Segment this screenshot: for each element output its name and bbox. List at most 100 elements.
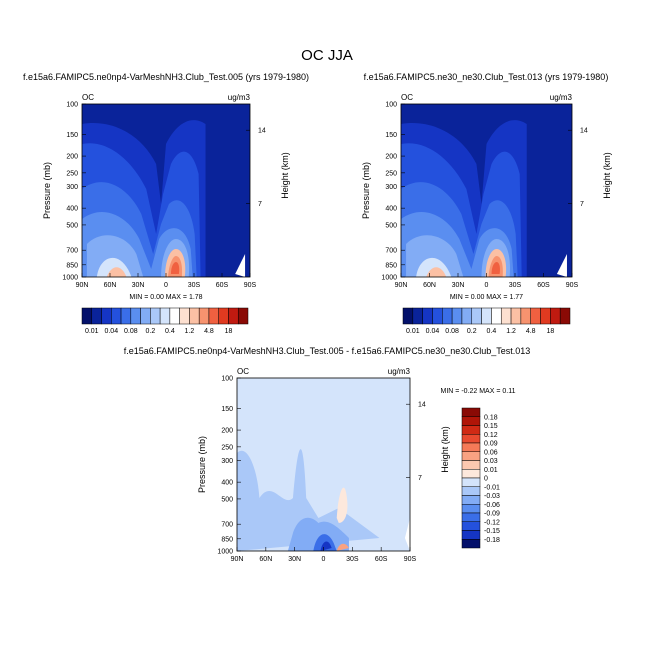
y-tick-label: 700 <box>66 248 78 255</box>
colorbar-label: 0 <box>484 476 488 483</box>
colorbar-label: 1.2 <box>185 328 195 335</box>
colorbar-label: 0.01 <box>85 328 99 335</box>
colorbar-box <box>432 307 443 325</box>
contour-field <box>401 104 572 277</box>
x-tick-label: 90S <box>566 282 579 289</box>
y-axis-label: Pressure (mb) <box>361 162 371 219</box>
colorbar-box <box>461 425 481 435</box>
colorbar-label: 18 <box>225 328 233 335</box>
right-label: ug/m3 <box>228 93 251 102</box>
panel-title: f.e15a6.FAMIPC5.ne30_ne30.Club_Test.013 … <box>364 72 609 82</box>
stats: MIN = 0.00 MAX = 1.78 <box>129 294 202 301</box>
left-label: OC <box>237 367 249 376</box>
y-tick-label: 250 <box>66 170 78 177</box>
colorbar-label: 0.4 <box>487 328 497 335</box>
y-tick-label: 300 <box>221 458 233 465</box>
colorbar-label: 4.8 <box>204 328 214 335</box>
colorbar-label: 0.08 <box>124 328 138 335</box>
colorbar-box <box>120 307 132 325</box>
colorbar-box <box>461 407 481 417</box>
colorbar-label: -0.15 <box>484 528 500 535</box>
colorbar-label: 4.8 <box>526 328 536 335</box>
colorbar-box <box>198 307 210 325</box>
colorbar-box <box>461 434 481 444</box>
y-tick-label: 1000 <box>381 275 397 282</box>
colorbar-box <box>461 504 481 514</box>
colorbar-label: 18 <box>546 328 554 335</box>
y-tick-label: 850 <box>385 262 397 269</box>
colorbar-label: -0.09 <box>484 511 500 518</box>
colorbar-box <box>461 521 481 531</box>
x-tick-label: 30S <box>509 282 522 289</box>
colorbar-label: 0.01 <box>406 328 420 335</box>
y-tick-label: 200 <box>66 154 78 161</box>
colorbar-box <box>111 307 122 325</box>
x-tick-label: 90S <box>404 556 417 563</box>
y-tick-label: 400 <box>66 206 78 213</box>
x-tick-label: 60N <box>259 556 272 563</box>
colorbar-label: 0.12 <box>484 432 498 439</box>
colorbar-box <box>461 469 481 479</box>
colorbar-label: 0.03 <box>484 458 498 465</box>
colorbar-label: 0.2 <box>467 328 477 335</box>
left-label: OC <box>401 93 413 102</box>
y2-tick-label: 14 <box>418 402 426 409</box>
y-tick-label: 400 <box>221 480 233 487</box>
colorbar-box <box>461 530 481 540</box>
y2-tick-label: 14 <box>258 128 266 135</box>
figure-title: OC JJA <box>301 47 353 64</box>
y-tick-label: 850 <box>221 536 233 543</box>
colorbar-box <box>451 307 463 325</box>
stats: MIN = -0.22 MAX = 0.11 <box>441 388 516 395</box>
colorbar-box <box>228 307 239 325</box>
colorbar-box <box>130 307 141 325</box>
x-tick-label: 30S <box>188 282 201 289</box>
y-tick-label: 250 <box>385 170 397 177</box>
x-tick-label: 60S <box>537 282 550 289</box>
colorbar-box <box>412 307 423 325</box>
x-tick-label: 30S <box>346 556 359 563</box>
colorbar-box <box>461 451 481 461</box>
y-tick-label: 1000 <box>217 549 233 556</box>
y-tick-label: 500 <box>221 496 233 503</box>
colorbar-label: 0.08 <box>445 328 459 335</box>
colorbar-box <box>218 307 229 325</box>
y2-axis-label: Height (km) <box>440 426 450 473</box>
colorbar-label: -0.12 <box>484 519 500 526</box>
colorbar-box <box>510 307 522 325</box>
y-tick-label: 150 <box>221 406 233 413</box>
x-tick-label: 0 <box>485 282 489 289</box>
y-tick-label: 300 <box>66 184 78 191</box>
y2-axis-label: Height (km) <box>602 152 612 199</box>
colorbar-box <box>550 307 561 325</box>
colorbar-box <box>422 307 433 325</box>
y-tick-label: 200 <box>385 154 397 161</box>
colorbar-box <box>179 307 190 325</box>
colorbar-box <box>208 307 219 325</box>
y-axis-label: Pressure (mb) <box>42 162 52 219</box>
x-tick-label: 30N <box>288 556 301 563</box>
x-tick-label: 90N <box>231 556 244 563</box>
colorbar-box <box>81 307 93 325</box>
colorbar-box <box>402 307 414 325</box>
colorbar-box <box>169 307 180 325</box>
contour-field <box>237 378 410 551</box>
colorbar-box <box>481 307 492 325</box>
y-tick-label: 100 <box>221 376 233 383</box>
colorbar-box <box>530 307 541 325</box>
y-tick-label: 850 <box>66 262 78 269</box>
colorbar-box <box>461 477 481 487</box>
x-tick-label: 60S <box>216 282 229 289</box>
y-tick-label: 700 <box>221 522 233 529</box>
y-tick-label: 700 <box>385 248 397 255</box>
y-tick-label: 400 <box>385 206 397 213</box>
colorbar-label: -0.18 <box>484 537 500 544</box>
right-label: ug/m3 <box>550 93 573 102</box>
stats: MIN = 0.00 MAX = 1.77 <box>450 294 523 301</box>
colorbar-box <box>237 307 249 325</box>
colorbar-box <box>150 307 161 325</box>
x-tick-label: 0 <box>164 282 168 289</box>
colorbar-label: 0.18 <box>484 414 498 421</box>
colorbar-label: 0.01 <box>484 467 498 474</box>
